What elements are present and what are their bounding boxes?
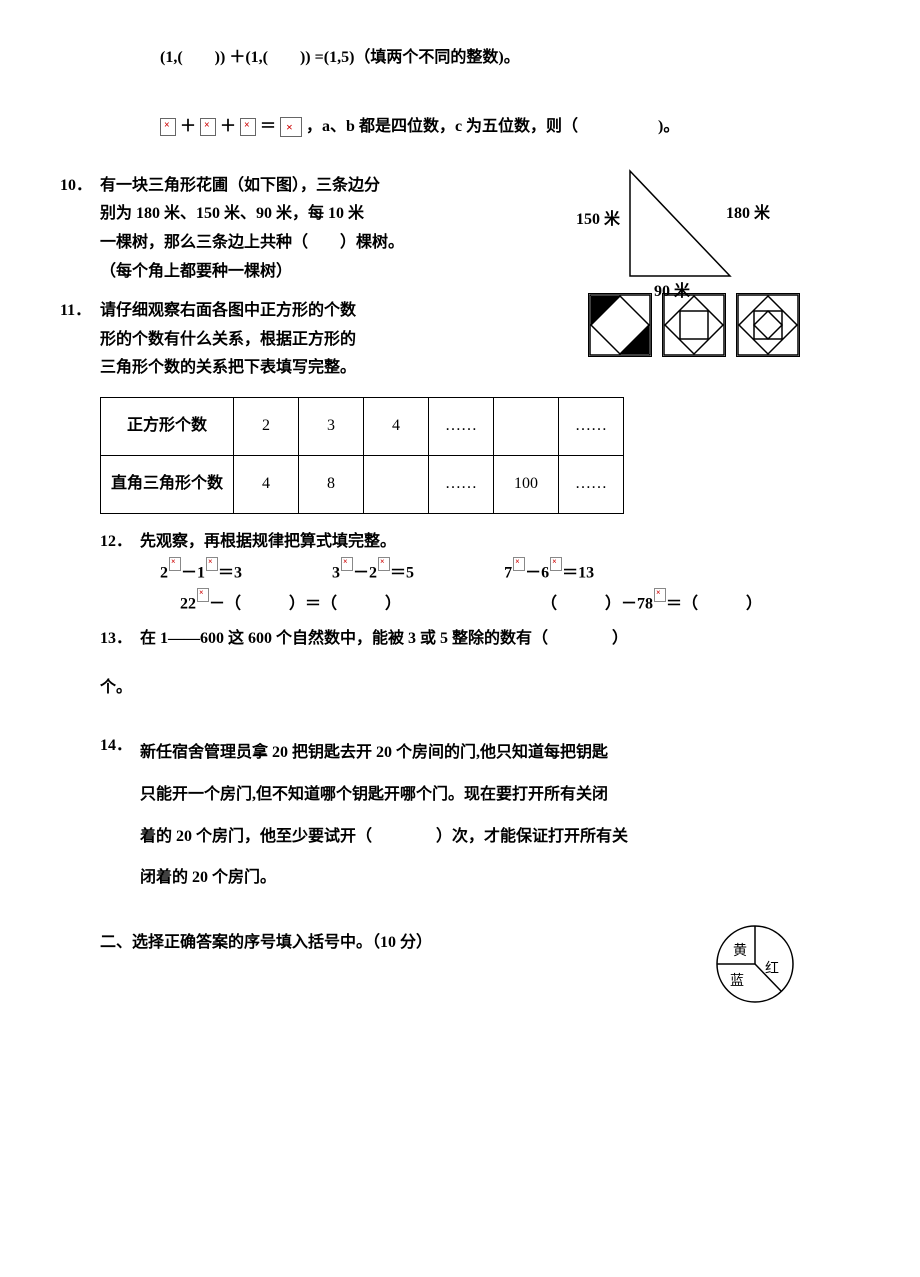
table-cell — [364, 455, 429, 513]
squares-diagrams — [588, 293, 800, 368]
placeholder-box-icon — [280, 117, 302, 137]
question-13: 13． 在 1——600 这 600 个自然数中，能被 3 或 5 整除的数有（… — [100, 625, 860, 654]
q14-line2: 只能开一个房门,但不知道哪个钥匙开哪个门。现在要打开所有关闭 — [140, 774, 860, 816]
table-cell: 4 — [234, 455, 299, 513]
q12-eq-row-1: 2 －1 ＝3 3 －2 ＝5 7 －6 ＝13 — [160, 557, 860, 588]
eq-term: －6 — [525, 564, 549, 581]
eq-term: ＝13 — [562, 564, 594, 581]
eq-term: 2 — [160, 564, 168, 581]
triangle-side-b-label: 180 米 — [726, 200, 770, 229]
square-diagram-2 — [662, 293, 726, 357]
square-diagram-3 — [736, 293, 800, 357]
exponent-placeholder-icon — [341, 557, 353, 571]
pattern-table: 正方形个数 2 3 4 …… …… 直角三角形个数 4 8 …… 100 …… — [100, 397, 624, 514]
eq-term: －（ ）＝（ ） — [209, 595, 401, 612]
exponent-placeholder-icon — [654, 588, 666, 602]
row2-label: 直角三角形个数 — [101, 455, 234, 513]
exponent-placeholder-icon — [513, 557, 525, 571]
table-cell: 8 — [299, 455, 364, 513]
q13-tail: 个。 — [100, 674, 860, 703]
square-diagram-1 — [588, 293, 652, 357]
question-fraction-eq: (1,( )) ＋(1,( )) =(1,5)（填两个不同的整数)。 — [160, 44, 860, 73]
q13-text: 在 1——600 这 600 个自然数中，能被 3 或 5 整除的数有（ ） — [140, 625, 860, 654]
table-cell: 3 — [299, 398, 364, 456]
eq-term: －2 — [353, 564, 377, 581]
table-row: 直角三角形个数 4 8 …… 100 …… — [101, 455, 624, 513]
question-number: 12． — [100, 528, 140, 557]
boxes-eq-tail: ，a、b 都是四位数，c 为五位数，则（ )。 — [306, 118, 679, 135]
eq-term: ＝5 — [390, 564, 414, 581]
q12-title: 先观察，再根据规律把算式填完整。 — [140, 528, 860, 557]
eq-term: 3 — [332, 564, 340, 581]
q14-line3: 着的 20 个房门，他至少要试开（ ）次，才能保证打开所有关 — [140, 816, 860, 858]
question-number: 10． — [60, 172, 100, 201]
table-cell: …… — [429, 398, 494, 456]
triangle-side-a-label: 150 米 — [576, 206, 620, 235]
eq-term: －1 — [181, 564, 205, 581]
placeholder-box-icon — [240, 118, 256, 136]
exponent-placeholder-icon — [550, 557, 562, 571]
table-cell: …… — [429, 455, 494, 513]
table-cell: 2 — [234, 398, 299, 456]
pie-label-yellow: 黄 — [733, 939, 747, 964]
row1-label: 正方形个数 — [101, 398, 234, 456]
exponent-placeholder-icon — [206, 557, 218, 571]
table-cell: 100 — [494, 455, 559, 513]
exponent-placeholder-icon — [197, 588, 209, 602]
question-14: 14． 新任宿舍管理员拿 20 把钥匙去开 20 个房间的门,他只知道每把钥匙 … — [100, 732, 860, 898]
q14-line1: 新任宿舍管理员拿 20 把钥匙去开 20 个房间的门,他只知道每把钥匙 — [140, 732, 860, 774]
q14-line4: 闭着的 20 个房门。 — [140, 857, 860, 899]
exponent-placeholder-icon — [169, 557, 181, 571]
pie-chart-figure: 黄 蓝 红 — [710, 919, 800, 1020]
question-number: 11． — [60, 297, 100, 326]
eq-term: （ ）－78 — [541, 595, 653, 612]
question-12: 12． 先观察，再根据规律把算式填完整。 — [100, 528, 860, 557]
table-cell: …… — [559, 455, 624, 513]
table-cell: 4 — [364, 398, 429, 456]
eq-term: 22 — [180, 595, 196, 612]
pie-label-red: 红 — [765, 957, 779, 982]
placeholder-box-icon — [200, 118, 216, 136]
triangle-figure: 150 米 180 米 90 米 — [620, 166, 780, 307]
eq-term: 7 — [504, 564, 512, 581]
question-boxes-eq: ＋ ＋ ＝ ，a、b 都是四位数，c 为五位数，则（ )。 — [160, 113, 860, 142]
q12-eq-row-2: 22 －（ ）＝（ ） （ ）－78 ＝（ ） — [180, 588, 860, 619]
eq-term: ＝（ ） — [666, 595, 762, 612]
table-row: 正方形个数 2 3 4 …… …… — [101, 398, 624, 456]
pie-label-blue: 蓝 — [730, 969, 744, 994]
question-number: 14． — [100, 732, 140, 761]
eq-term: ＝3 — [218, 564, 242, 581]
placeholder-box-icon — [160, 118, 176, 136]
table-cell — [494, 398, 559, 456]
table-cell: …… — [559, 398, 624, 456]
question-number: 13． — [100, 625, 140, 654]
exponent-placeholder-icon — [378, 557, 390, 571]
